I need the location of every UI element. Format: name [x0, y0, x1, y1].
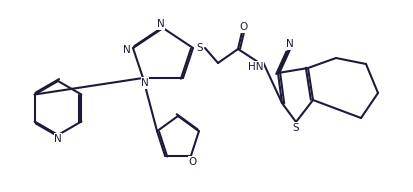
Text: N: N: [123, 45, 131, 55]
Text: O: O: [189, 157, 197, 167]
Text: N: N: [141, 78, 149, 88]
Text: S: S: [293, 123, 299, 133]
Text: HN: HN: [248, 62, 264, 72]
Text: N: N: [54, 134, 62, 144]
Text: O: O: [240, 22, 248, 32]
Text: S: S: [197, 43, 203, 53]
Text: N: N: [286, 39, 294, 49]
Text: N: N: [157, 19, 165, 29]
